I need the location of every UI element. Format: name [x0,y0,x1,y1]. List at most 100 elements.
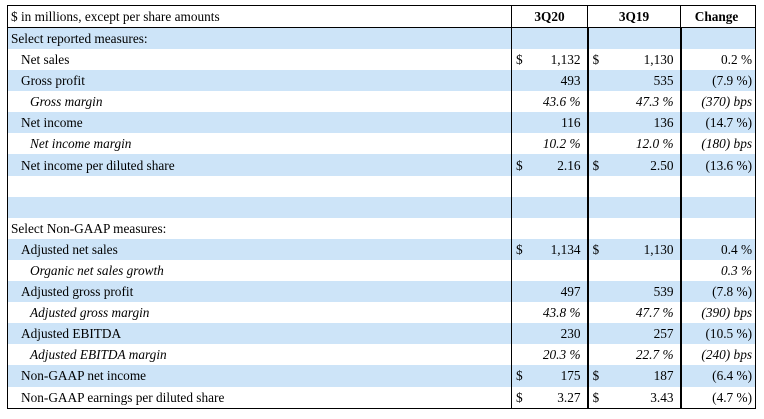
change-value: (240) bps [680,344,757,366]
table-row: Net income 116 136 (14.7 %) [7,112,757,134]
table-row: Net income margin 10.2 % 12.0 % (180) bps [7,133,757,155]
table-row: Gross profit 493 535 (7.9 %) [7,70,757,92]
value-3q19: 47.7 % [602,302,682,324]
value-3q19 [602,259,682,282]
row-label: Net income [7,112,512,134]
currency-3q20 [511,175,527,197]
value-3q20 [526,175,589,197]
row-label: Adjusted EBITDA margin [7,344,512,366]
row-label: Net sales [7,49,512,71]
currency-3q19 [587,323,603,345]
value-3q20: 20.3 % [526,344,589,366]
table-row: Non-GAAP net income $175 $187 (6.4 %) [7,365,757,387]
row-label: Net income per diluted share [7,154,512,176]
table-row: Non-GAAP earnings per diluted share $3.27… [7,386,757,409]
table-row: Adjusted gross profit 497 539 (7.8 %) [7,281,757,303]
currency-3q20 [511,281,527,303]
value-3q19 [602,196,682,218]
table-header-row: $ in millions, except per share amounts … [7,5,757,28]
change-value [680,27,757,49]
row-label [7,196,512,218]
value-3q19: 1,130 [602,238,682,260]
financial-measures-table: $ in millions, except per share amounts … [7,5,757,409]
change-value [680,175,757,197]
table-row: Adjusted EBITDA 230 257 (10.5 %) [7,323,757,345]
change-value: 0.3 % [680,259,757,282]
change-value: (13.6 %) [680,154,757,176]
currency-3q19 [588,302,603,323]
currency-3q20: $ [511,386,527,409]
change-value: (370) bps [680,91,757,113]
table-row: Gross margin 43.6 % 47.3 % (370) bps [7,91,757,113]
table-row: Net income per diluted share $2.16 $2.50 (1… [7,154,757,176]
row-label: Select reported measures: [7,27,512,49]
row-label: Adjusted EBITDA [7,323,512,345]
currency-3q19: $ [587,238,603,260]
row-label: Select Non-GAAP measures: [7,217,512,239]
row-label: Adjusted gross profit [7,281,512,303]
change-value: (180) bps [680,133,757,155]
currency-3q20: $ [511,365,527,387]
value-3q19: 22.7 % [602,344,682,366]
currency-3q20 [511,344,527,366]
change-value: (4.7 %) [680,386,757,409]
row-label: Gross profit [7,70,512,92]
currency-3q20 [511,112,527,134]
currency-3q20 [511,217,527,239]
currency-3q19 [587,281,603,303]
change-value: (14.7 %) [680,112,757,134]
currency-3q20: $ [511,49,527,71]
currency-3q20 [511,323,527,345]
value-3q19 [602,217,682,239]
value-3q20 [526,217,589,239]
row-label: Non-GAAP net income [7,365,512,387]
value-3q20: 43.6 % [526,91,589,113]
value-3q20 [526,196,589,218]
change-value [680,217,757,239]
value-3q19: 535 [602,70,682,92]
value-3q19 [602,175,682,197]
header-change: Change [680,5,757,28]
value-3q19: 47.3 % [602,91,682,113]
row-label: Adjusted gross margin [7,302,512,324]
currency-3q19: $ [587,365,603,387]
currency-3q19 [588,218,603,239]
currency-3q19 [587,70,603,92]
change-value: (7.8 %) [680,281,757,303]
row-label [7,175,512,197]
currency-3q19 [588,344,603,365]
value-3q19: 3.43 [602,386,682,409]
value-3q20: 3.27 [526,386,589,409]
spacer-row [7,196,757,218]
row-label: Gross margin [7,91,512,113]
value-3q20: 230 [526,323,589,345]
row-label: Organic net sales growth [7,259,512,282]
row-label: Adjusted net sales [7,238,512,260]
currency-3q19 [588,91,603,112]
currency-3q20 [511,302,527,324]
change-value: 0.4 % [680,238,757,260]
currency-3q19 [588,176,603,197]
table-row: Organic net sales growth 0.3 % [7,259,757,282]
currency-3q19 [588,133,603,154]
currency-3q19 [587,196,603,218]
value-3q19: 187 [602,365,682,387]
currency-3q19: $ [592,52,600,68]
table-row: Adjusted gross margin 43.8 % 47.7 % (390) b… [7,302,757,324]
currency-3q20 [511,196,527,218]
currency-3q19: $ [587,154,603,176]
change-value: (6.4 %) [680,365,757,387]
value-3q20: 116 [526,112,589,134]
table-row: Adjusted EBITDA margin 20.3 % 22.7 % (240) … [7,344,757,366]
currency-3q19: $ [587,386,603,409]
table-row: Adjusted net sales $1,134 $1,130 0.4 % [7,238,757,260]
value-3q20: 43.8 % [526,302,589,324]
currency-3q19 [588,260,603,281]
currency-3q20 [511,133,527,155]
value-3q20: 497 [526,281,589,303]
currency-3q20 [511,259,527,282]
value-3q20: 1,134 [526,238,589,260]
currency-3q20 [511,91,527,113]
section-header-row: Select Non-GAAP measures: [7,217,757,239]
currency-3q20: $ [511,238,527,260]
